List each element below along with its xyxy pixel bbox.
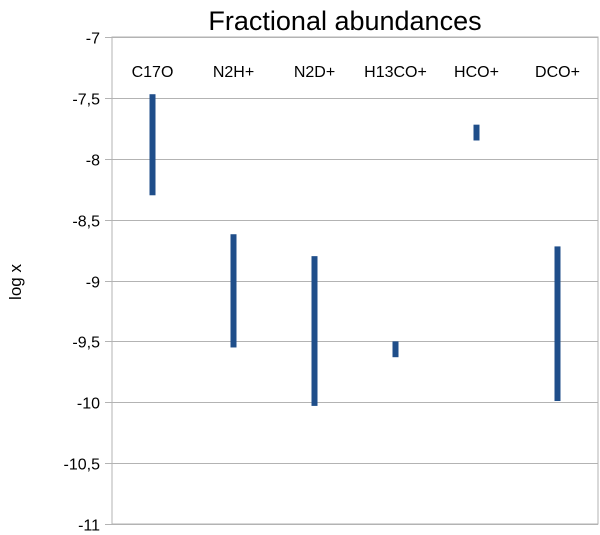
y-axis-label: log x — [6, 264, 25, 300]
grid-lines — [105, 37, 598, 525]
y-tick-label: -10,5 — [64, 457, 101, 474]
range-bar — [230, 234, 237, 348]
category-label: H13CO+ — [364, 64, 427, 81]
y-tick-label: -8 — [86, 153, 100, 170]
y-tick-labels: -7 -7,5 -8 -8,5 -9 -9,5 -10 -10,5 -11 — [64, 31, 101, 535]
range-bars — [149, 94, 561, 406]
plot-frame — [111, 36, 599, 525]
category-label: N2D+ — [294, 64, 335, 81]
y-tick-label: -10 — [77, 396, 100, 413]
chart-title: Fractional abundances — [208, 6, 481, 36]
range-bar — [149, 94, 156, 196]
category-label: C17O — [132, 64, 174, 81]
y-tick-label: -9 — [86, 275, 100, 292]
category-label: N2H+ — [213, 64, 254, 81]
y-tick-label: -7 — [86, 31, 100, 48]
y-tick-label: -8,5 — [72, 214, 100, 231]
range-bar — [554, 246, 561, 402]
range-bar — [392, 341, 399, 358]
range-bar — [311, 256, 318, 406]
y-tick-label: -7,5 — [72, 92, 100, 109]
y-tick-label: -11 — [78, 518, 100, 535]
category-label: DCO+ — [535, 64, 580, 81]
category-label: HCO+ — [454, 64, 499, 81]
category-labels: C17O N2H+ N2D+ H13CO+ HCO+ DCO+ — [132, 64, 580, 81]
y-tick-label: -9,5 — [72, 335, 100, 352]
range-bar — [473, 124, 480, 141]
